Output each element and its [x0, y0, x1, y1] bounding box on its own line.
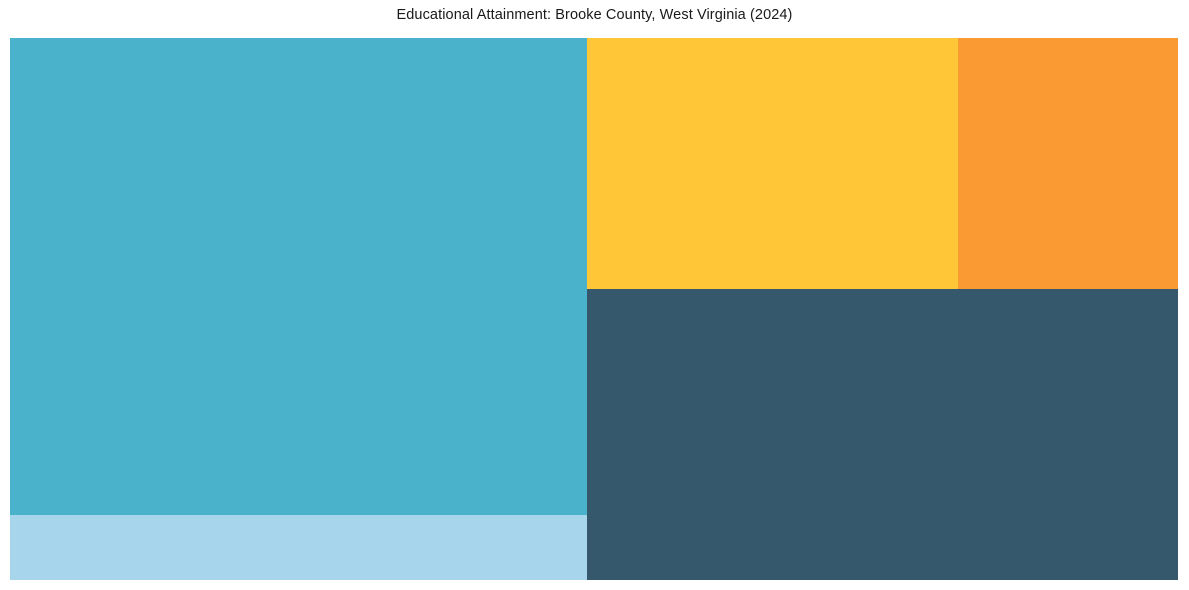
treemap-tile-5[interactable] [10, 515, 587, 580]
chart-title: Educational Attainment: Brooke County, W… [396, 7, 793, 23]
treemap-tile-1[interactable] [10, 38, 587, 515]
treemap-tile-2[interactable] [587, 38, 958, 289]
treemap-plot-area [10, 38, 1178, 580]
treemap-tile-4[interactable] [587, 289, 1178, 580]
treemap-tile-3[interactable] [958, 38, 1178, 289]
